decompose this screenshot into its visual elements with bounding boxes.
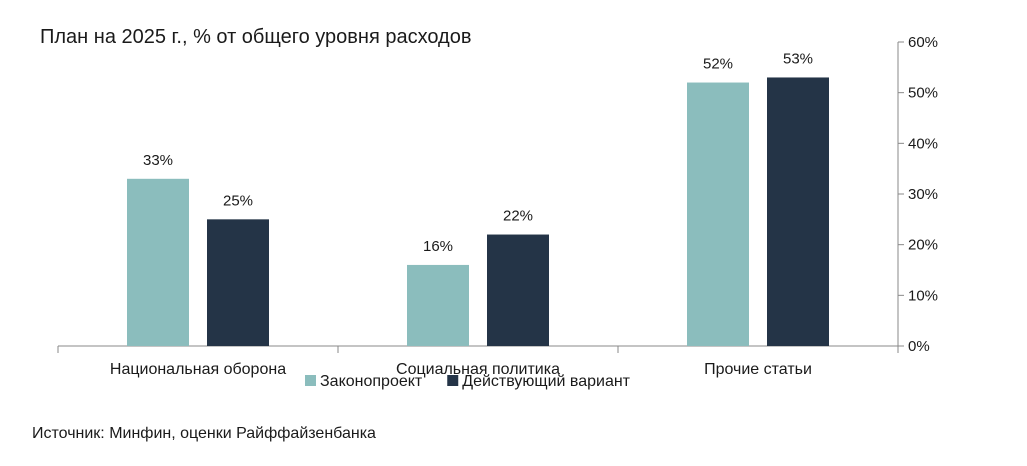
category-label: Социальная политика bbox=[396, 361, 560, 378]
y-tick-label: 0% bbox=[908, 338, 930, 355]
legend-label: Законопроект bbox=[320, 373, 423, 390]
bar bbox=[767, 77, 829, 346]
y-tick-label: 20% bbox=[908, 237, 938, 254]
bar bbox=[687, 82, 749, 347]
y-tick-label: 10% bbox=[908, 287, 938, 304]
y-tick-label: 50% bbox=[908, 85, 938, 102]
bar-chart: План на 2025 г., % от общего уровня расх… bbox=[40, 26, 938, 390]
y-tick-label: 40% bbox=[908, 135, 938, 152]
data-label: 33% bbox=[143, 152, 173, 169]
chart-title: План на 2025 г., % от общего уровня расх… bbox=[40, 26, 471, 48]
bar bbox=[127, 178, 189, 346]
data-label: 52% bbox=[703, 56, 733, 73]
bar bbox=[487, 234, 549, 346]
data-label: 53% bbox=[783, 50, 813, 67]
y-tick-label: 30% bbox=[908, 186, 938, 203]
bar bbox=[207, 219, 269, 346]
data-label: 16% bbox=[423, 238, 453, 255]
source-note: Источник: Минфин, оценки Райффайзенбанка bbox=[32, 425, 376, 442]
data-label: 25% bbox=[223, 192, 253, 209]
bars bbox=[127, 77, 829, 347]
data-label: 22% bbox=[503, 208, 533, 225]
legend-label: Действующий вариант bbox=[462, 373, 630, 390]
legend: Законопроект Действующий вариант bbox=[305, 373, 631, 390]
y-tick-label: 60% bbox=[908, 34, 938, 51]
axes: 0% 10% 20% 30% 40% 50% 60% Национальная оборона… bbox=[57, 34, 938, 378]
legend-swatch bbox=[447, 375, 459, 386]
legend-swatch bbox=[305, 375, 316, 386]
category-label: Национальная оборона bbox=[110, 361, 286, 378]
bar bbox=[407, 264, 469, 346]
data-labels: 33% 25% 16% 22% 52% 53% bbox=[143, 50, 813, 254]
category-label: Прочие статьи bbox=[704, 361, 812, 378]
